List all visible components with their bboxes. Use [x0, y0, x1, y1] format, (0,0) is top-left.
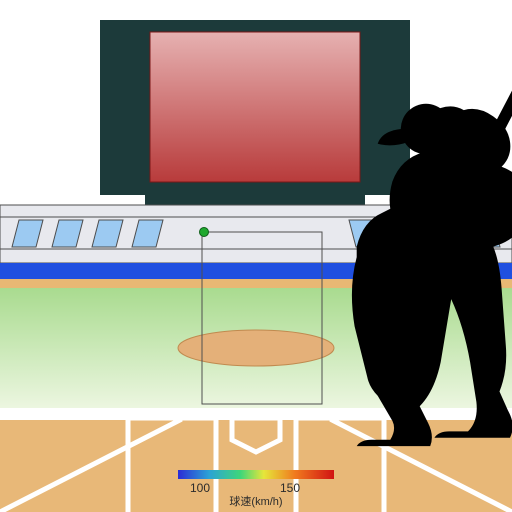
legend-colorbar: [178, 470, 334, 479]
pitch-marker: [200, 228, 209, 237]
pitch-location-chart: 100 150球速(km/h): [0, 0, 512, 512]
scoreboard-screen: [150, 32, 360, 182]
legend-label: 球速(km/h): [229, 494, 282, 508]
legend-tick: 150: [280, 481, 300, 495]
legend-tick: 100: [190, 481, 210, 495]
pitchers-mound: [178, 330, 334, 366]
